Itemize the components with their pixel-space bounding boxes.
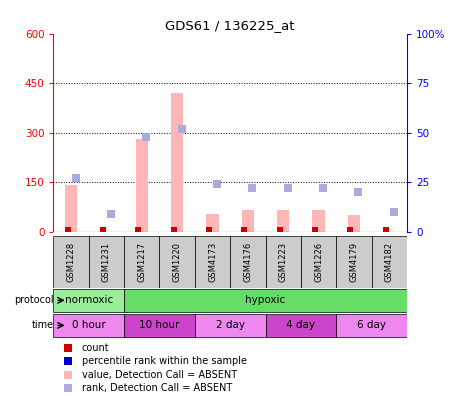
- Bar: [136, 139, 148, 232]
- Text: GSM1226: GSM1226: [314, 242, 323, 282]
- Point: [355, 204, 362, 211]
- Bar: [53, 289, 124, 312]
- Bar: [336, 236, 372, 288]
- Bar: [171, 93, 183, 232]
- Point: [355, 81, 362, 88]
- Bar: [53, 236, 89, 288]
- Point: [72, 175, 80, 181]
- Text: hypoxic: hypoxic: [246, 295, 286, 305]
- Point: [382, 227, 389, 233]
- Bar: [277, 210, 289, 232]
- Bar: [159, 236, 195, 288]
- Point: [99, 227, 106, 233]
- Text: time: time: [31, 320, 53, 330]
- Text: GSM1231: GSM1231: [102, 242, 111, 282]
- Bar: [242, 210, 254, 232]
- Text: 0 hour: 0 hour: [72, 320, 106, 330]
- Bar: [372, 236, 407, 288]
- Text: 4 day: 4 day: [286, 320, 315, 330]
- Bar: [195, 236, 230, 288]
- Text: 10 hour: 10 hour: [140, 320, 179, 330]
- Point: [143, 133, 150, 140]
- Bar: [312, 210, 325, 232]
- Bar: [65, 185, 77, 232]
- Bar: [124, 236, 159, 288]
- Point: [249, 185, 256, 191]
- Bar: [53, 314, 124, 337]
- Text: 6 day: 6 day: [357, 320, 386, 330]
- Text: rank, Detection Call = ABSENT: rank, Detection Call = ABSENT: [82, 383, 232, 393]
- Bar: [89, 236, 124, 288]
- Text: GSM1217: GSM1217: [137, 242, 146, 282]
- Point: [276, 227, 283, 233]
- Point: [134, 227, 142, 233]
- Bar: [266, 314, 336, 337]
- Point: [355, 327, 362, 334]
- Point: [213, 181, 221, 187]
- Text: value, Detection Call = ABSENT: value, Detection Call = ABSENT: [82, 370, 237, 380]
- Text: percentile rank within the sample: percentile rank within the sample: [82, 356, 247, 366]
- Bar: [348, 215, 360, 232]
- Text: 2 day: 2 day: [216, 320, 245, 330]
- Point: [346, 227, 354, 233]
- Text: GSM1223: GSM1223: [279, 242, 288, 282]
- Point: [390, 209, 398, 215]
- Point: [107, 211, 115, 217]
- Point: [64, 227, 71, 233]
- Bar: [336, 314, 407, 337]
- Point: [319, 185, 327, 191]
- Bar: [195, 314, 266, 337]
- Text: count: count: [82, 343, 109, 353]
- Bar: [230, 236, 266, 288]
- Point: [170, 227, 177, 233]
- Bar: [124, 289, 407, 312]
- Text: protocol: protocol: [14, 295, 53, 305]
- Text: GSM4176: GSM4176: [243, 242, 252, 282]
- Point: [311, 227, 319, 233]
- Point: [205, 227, 213, 233]
- Bar: [206, 213, 219, 232]
- Point: [240, 227, 248, 233]
- Bar: [124, 314, 195, 337]
- Text: GSM4182: GSM4182: [385, 242, 394, 282]
- Title: GDS61 / 136225_at: GDS61 / 136225_at: [166, 19, 295, 32]
- Bar: [301, 236, 336, 288]
- Text: GSM1228: GSM1228: [66, 242, 76, 282]
- Point: [284, 185, 292, 191]
- Text: GSM4179: GSM4179: [349, 242, 359, 282]
- Point: [178, 126, 186, 132]
- Bar: [266, 236, 301, 288]
- Text: normoxic: normoxic: [65, 295, 113, 305]
- Text: GSM1220: GSM1220: [173, 242, 182, 282]
- Point: [355, 189, 362, 195]
- Text: GSM4173: GSM4173: [208, 242, 217, 282]
